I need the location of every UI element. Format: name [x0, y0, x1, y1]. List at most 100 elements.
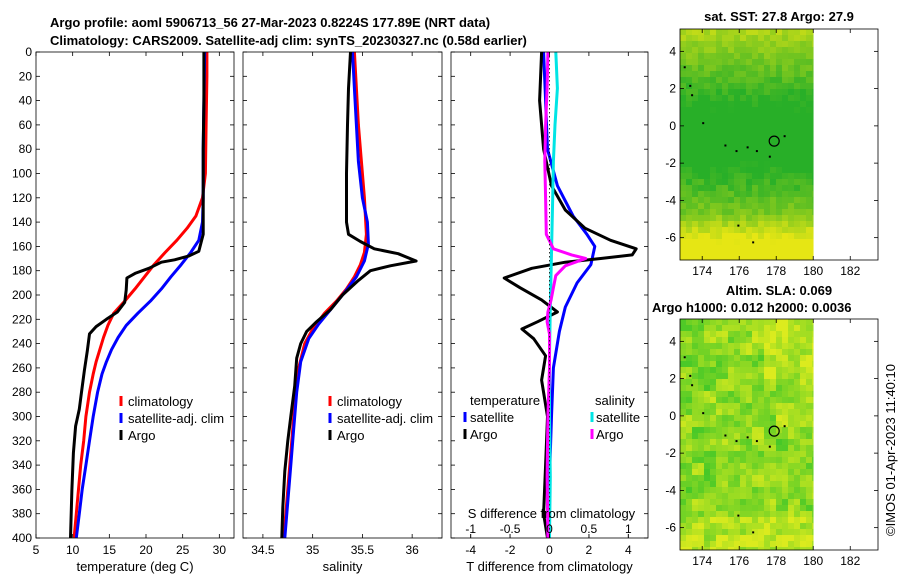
map-cell	[776, 131, 783, 138]
island-marker	[691, 94, 694, 97]
map-cell	[692, 245, 699, 252]
map-cell	[800, 41, 807, 48]
map-cell	[710, 215, 717, 222]
map-cell	[698, 257, 705, 261]
map-cell	[680, 529, 687, 536]
map-cell	[680, 209, 687, 216]
map-cell	[746, 185, 753, 192]
map-cell	[758, 167, 765, 174]
map-cell	[692, 529, 699, 536]
map-cell	[776, 245, 783, 252]
map-cell	[686, 131, 693, 138]
map-cell	[686, 167, 693, 174]
map-cell	[734, 391, 741, 398]
island-marker	[724, 144, 727, 147]
map-cell	[812, 161, 814, 168]
map-cell	[680, 35, 687, 42]
map-cell	[812, 125, 814, 132]
y-tick-label: 0	[669, 119, 676, 133]
map-cell	[794, 239, 801, 246]
map-cell	[680, 215, 687, 222]
map-cell	[764, 209, 771, 216]
map-cell	[782, 535, 789, 542]
map-cell	[692, 451, 699, 458]
map-cell	[710, 101, 717, 108]
map-cell	[776, 355, 783, 362]
map-cell	[704, 35, 711, 42]
map-cell	[704, 457, 711, 464]
map-cell	[692, 101, 699, 108]
map-cell	[704, 233, 711, 240]
map-cell	[680, 409, 687, 416]
map-cell	[716, 155, 723, 162]
map-cell	[770, 547, 777, 551]
map-cell	[770, 463, 777, 470]
map-cell	[728, 101, 735, 108]
map-cell	[800, 173, 807, 180]
map-cell	[698, 481, 705, 488]
map-cell	[752, 445, 759, 452]
map-cell	[710, 499, 717, 506]
map-cell	[746, 227, 753, 234]
island-marker	[755, 440, 758, 443]
copyright-text: ©IMOS 01-Apr-2023 11:40:10	[883, 364, 898, 536]
map-cell	[686, 143, 693, 150]
map-cell	[704, 185, 711, 192]
map-cell	[686, 475, 693, 482]
map-cell	[776, 53, 783, 60]
map-cell	[704, 355, 711, 362]
map-cell	[704, 161, 711, 168]
map-cell	[806, 439, 813, 446]
map-cell	[740, 439, 747, 446]
map-cell	[740, 355, 747, 362]
map-cell	[686, 65, 693, 72]
map-cell	[752, 143, 759, 150]
map-cell	[710, 475, 717, 482]
map-cell	[764, 131, 771, 138]
map-cell	[692, 361, 699, 368]
map-cell	[776, 29, 783, 36]
map-cell	[734, 541, 741, 548]
map-cell	[770, 107, 777, 114]
legend-label: Argo	[470, 427, 497, 442]
map-cell	[764, 433, 771, 440]
map-cell	[698, 511, 705, 518]
map-cell	[704, 149, 711, 156]
map-cell	[680, 251, 687, 258]
map-cell	[686, 433, 693, 440]
map-cell	[788, 421, 795, 428]
map-cell	[806, 179, 813, 186]
map-cell	[812, 59, 814, 66]
map-cell	[722, 137, 729, 144]
map-cell	[728, 245, 735, 252]
top-tick-label: -0.5	[500, 522, 521, 536]
map-cell	[806, 101, 813, 108]
map-cell	[800, 251, 807, 258]
map-cell	[776, 179, 783, 186]
map-cell	[776, 451, 783, 458]
map-cell	[728, 173, 735, 180]
map-cell	[734, 403, 741, 410]
map-cell	[716, 149, 723, 156]
map-cell	[752, 41, 759, 48]
map-cell	[812, 517, 814, 524]
map-cell	[812, 257, 814, 261]
map-cell	[692, 125, 699, 132]
map-cell	[698, 541, 705, 548]
map-cell	[686, 457, 693, 464]
map-cell	[770, 77, 777, 84]
map-cell	[752, 529, 759, 536]
y-tick-label: 220	[12, 312, 32, 326]
map-cell	[692, 209, 699, 216]
map-cell	[800, 433, 807, 440]
map-cell	[716, 77, 723, 84]
map-cell	[758, 331, 765, 338]
title-line2: Climatology: CARS2009. Satellite-adj cli…	[50, 33, 527, 48]
map-cell	[776, 119, 783, 126]
x-tick-label: 176	[729, 554, 749, 568]
map-cell	[698, 409, 705, 416]
map-cell	[776, 517, 783, 524]
map-cell	[740, 239, 747, 246]
map-cell	[764, 137, 771, 144]
map-cell	[782, 457, 789, 464]
